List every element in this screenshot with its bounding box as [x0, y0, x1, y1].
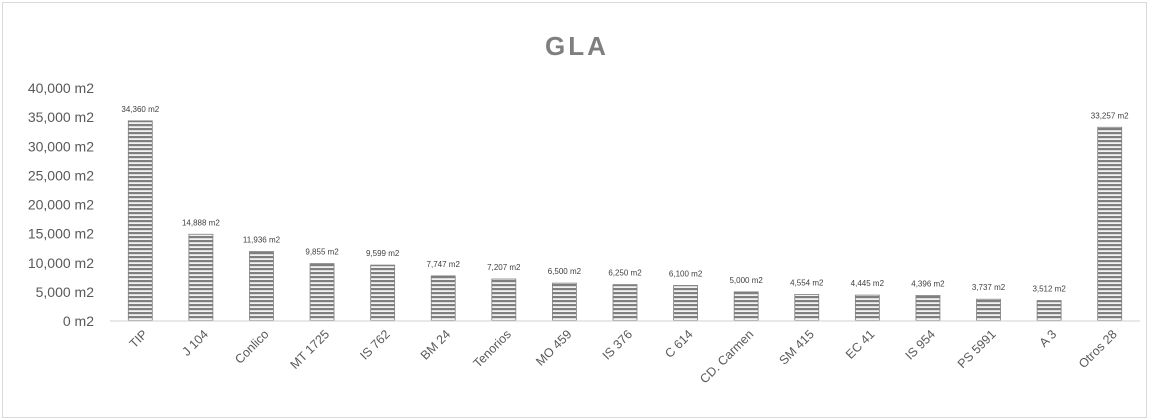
bar: [733, 291, 759, 322]
bar: [430, 275, 456, 322]
bar: [854, 294, 880, 322]
data-label: 34,360 m2: [121, 105, 159, 114]
x-tick-label: C 614: [662, 327, 696, 361]
data-label: 5,000 m2: [729, 276, 763, 285]
data-label: 9,855 m2: [305, 248, 339, 257]
bar: [552, 282, 577, 322]
bar: [794, 294, 820, 322]
data-label: 3,512 m2: [1032, 285, 1066, 294]
bar: [249, 251, 274, 322]
y-tick-label: 10,000 m2: [28, 255, 94, 271]
bar: [309, 263, 335, 322]
chart-title: GLA: [545, 31, 609, 61]
y-tick-label: 40,000 m2: [28, 80, 94, 96]
y-tick-label: 15,000 m2: [28, 226, 94, 242]
data-label: 6,100 m2: [669, 269, 703, 278]
x-tick-label: Tenorios: [471, 327, 514, 370]
x-tick-label: A 3: [1037, 327, 1060, 350]
x-tick-label: TIP: [127, 327, 151, 351]
data-labels: 34,360 m2 14,888 m2 11,936 m2 9,855 m2 9,599…: [121, 105, 1129, 294]
data-label: 33,257 m2: [1091, 111, 1129, 120]
data-label: 6,250 m2: [608, 269, 642, 278]
bar: [1036, 300, 1062, 322]
data-label: 7,747 m2: [427, 260, 461, 269]
data-label: 4,396 m2: [911, 279, 945, 288]
bar: [491, 278, 517, 322]
x-tick-label: BM 24: [418, 327, 453, 362]
bar: [915, 294, 941, 322]
data-label: 4,554 m2: [790, 278, 824, 287]
bar: [370, 264, 396, 322]
data-label: 14,888 m2: [182, 218, 220, 227]
x-tick-label: EC 41: [843, 327, 877, 361]
x-tick-label: IS 954: [903, 327, 938, 362]
data-label: 7,207 m2: [487, 263, 521, 272]
x-tick-label: Conlico: [232, 327, 271, 366]
x-tick-label: CD. Carmen: [697, 327, 756, 386]
data-label: 6,500 m2: [548, 267, 582, 276]
bar: [612, 284, 638, 322]
data-label: 9,599 m2: [366, 249, 400, 258]
x-axis-ticks: TIP J 104 Conlico MT 1725 IS 762 BM 24 Tenorio…: [127, 327, 1120, 386]
y-tick-label: 20,000 m2: [28, 197, 94, 213]
y-tick-label: 0 m2: [63, 313, 94, 329]
x-tick-label: IS 762: [357, 327, 392, 362]
bar: [127, 120, 153, 322]
y-tick-label: 35,000 m2: [28, 109, 94, 125]
x-tick-label: SM 415: [777, 327, 817, 367]
x-tick-label: MT 1725: [288, 327, 333, 372]
bar: [673, 285, 698, 322]
x-tick-label: J 104: [179, 327, 211, 359]
data-label: 4,445 m2: [851, 279, 885, 288]
x-tick-label: MO 459: [533, 327, 574, 368]
data-label: 3,737 m2: [972, 283, 1006, 292]
bar: [188, 233, 214, 322]
y-tick-label: 5,000 m2: [36, 284, 95, 300]
x-tick-label: IS 376: [600, 327, 635, 362]
y-tick-label: 30,000 m2: [28, 138, 94, 154]
bars: [127, 120, 1123, 322]
bar: [976, 298, 1001, 322]
bar: [1097, 126, 1123, 322]
x-tick-label: PS 5991: [955, 327, 999, 371]
y-tick-label: 25,000 m2: [28, 167, 94, 183]
data-label: 11,936 m2: [243, 235, 281, 244]
y-axis-ticks: 0 m2 5,000 m2 10,000 m2 15,000 m2 20,000 m2 2…: [28, 80, 94, 329]
x-tick-label: Otros 28: [1076, 327, 1120, 371]
